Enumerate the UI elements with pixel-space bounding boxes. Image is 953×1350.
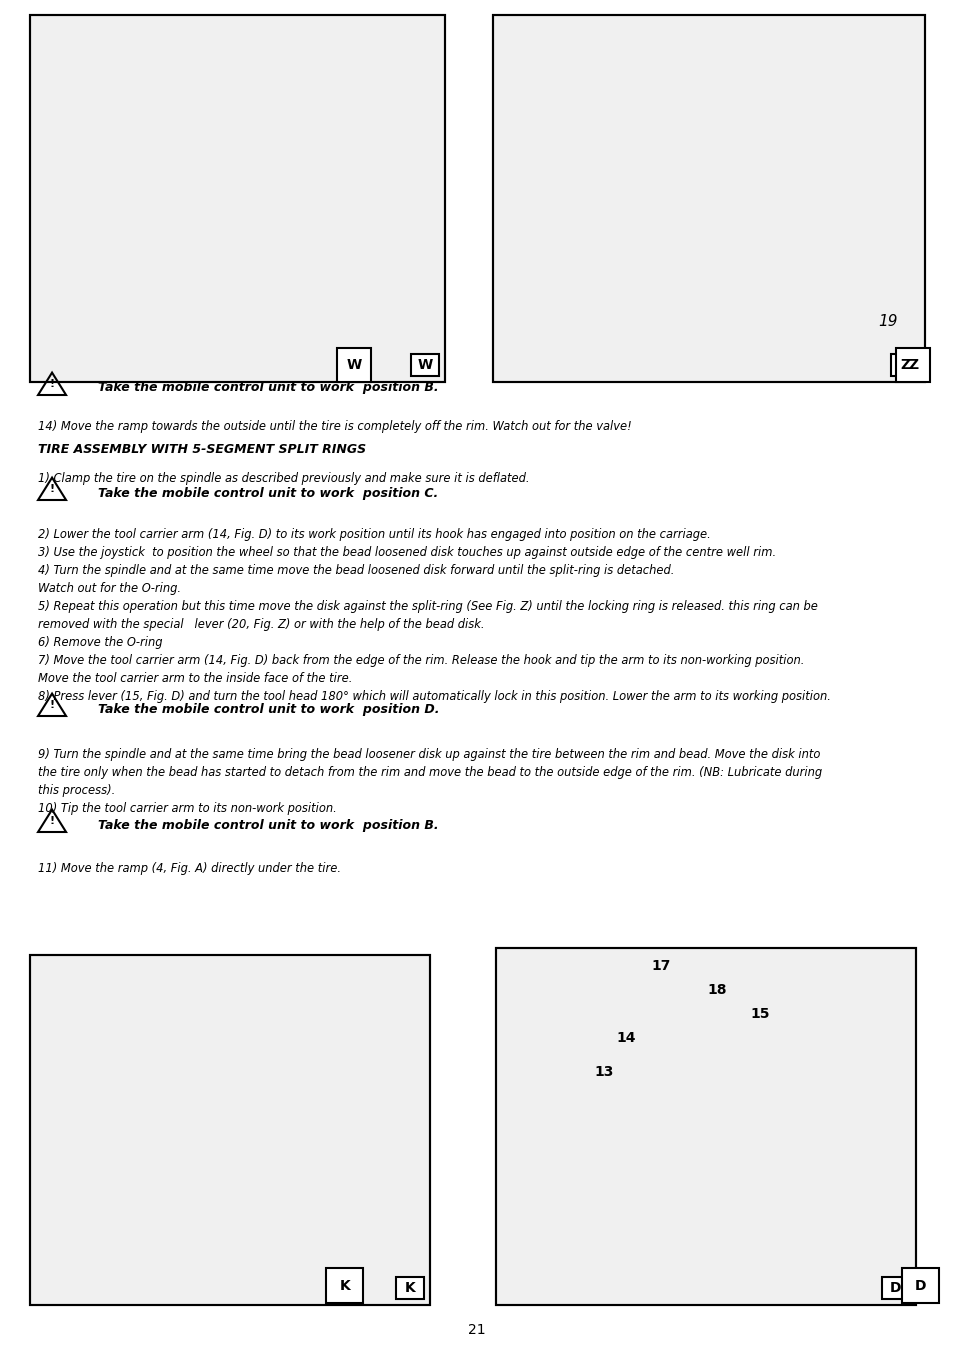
Text: TIRE ASSEMBLY WITH 5-SEGMENT SPLIT RINGS: TIRE ASSEMBLY WITH 5-SEGMENT SPLIT RINGS: [38, 443, 366, 456]
Text: W: W: [346, 358, 361, 373]
Text: Take the mobile control unit to work  position C.: Take the mobile control unit to work pos…: [98, 486, 437, 500]
Text: K: K: [339, 1278, 350, 1292]
Text: 7) Move the tool carrier arm (14, Fig. D) back from the edge of the rim. Release: 7) Move the tool carrier arm (14, Fig. D…: [38, 653, 803, 667]
Text: this process).: this process).: [38, 784, 115, 796]
Text: 14: 14: [616, 1031, 636, 1045]
Bar: [901, 1268, 938, 1303]
Text: Take the mobile control unit to work  position B.: Take the mobile control unit to work pos…: [98, 818, 438, 832]
Text: Z: Z: [899, 358, 909, 373]
Bar: [495, 948, 915, 1305]
Bar: [337, 348, 371, 382]
Bar: [411, 354, 439, 377]
Text: !: !: [50, 483, 54, 494]
Text: 8) Press lever (15, Fig. D) and turn the tool head 180° which will automatically: 8) Press lever (15, Fig. D) and turn the…: [38, 690, 830, 703]
Bar: [895, 348, 929, 382]
Text: Take the mobile control unit to work  position D.: Take the mobile control unit to work pos…: [98, 702, 439, 716]
Text: !: !: [50, 815, 54, 826]
Text: 17: 17: [651, 958, 670, 973]
Bar: [30, 954, 430, 1305]
Text: 3) Use the joystick  to position the wheel so that the bead loosened disk touche: 3) Use the joystick to position the whee…: [38, 545, 776, 559]
Text: 13: 13: [594, 1065, 614, 1079]
Bar: [30, 15, 445, 382]
Text: 4) Turn the spindle and at the same time move the bead loosened disk forward unt: 4) Turn the spindle and at the same time…: [38, 564, 674, 576]
Text: 6) Remove the O-ring: 6) Remove the O-ring: [38, 636, 162, 649]
Bar: [492, 15, 924, 382]
Bar: [492, 15, 924, 382]
Text: 5) Repeat this operation but this time move the disk against the split-ring (See: 5) Repeat this operation but this time m…: [38, 599, 817, 613]
Text: D: D: [914, 1278, 925, 1292]
Text: 18: 18: [707, 983, 726, 998]
Bar: [881, 1277, 909, 1299]
Text: 11) Move the ramp (4, Fig. A) directly under the tire.: 11) Move the ramp (4, Fig. A) directly u…: [38, 863, 340, 875]
Text: 1) Clamp the tire on the spindle as described previously and make sure it is def: 1) Clamp the tire on the spindle as desc…: [38, 472, 529, 485]
Text: 2) Lower the tool carrier arm (14, Fig. D) to its work position until its hook h: 2) Lower the tool carrier arm (14, Fig. …: [38, 528, 710, 541]
Text: Move the tool carrier arm to the inside face of the tire.: Move the tool carrier arm to the inside …: [38, 672, 352, 684]
Bar: [495, 948, 915, 1305]
Text: Watch out for the O-ring.: Watch out for the O-ring.: [38, 582, 181, 595]
Text: Z: Z: [907, 358, 917, 373]
Text: 19: 19: [877, 315, 897, 329]
Text: Take the mobile control unit to work  position B.: Take the mobile control unit to work pos…: [98, 382, 438, 394]
Bar: [396, 1277, 424, 1299]
Text: K: K: [405, 1281, 416, 1295]
Bar: [30, 954, 430, 1305]
Text: W: W: [417, 358, 433, 373]
Bar: [326, 1268, 363, 1303]
Text: 15: 15: [750, 1007, 769, 1021]
Text: 9) Turn the spindle and at the same time bring the bead loosener disk up against: 9) Turn the spindle and at the same time…: [38, 748, 820, 761]
Text: !: !: [50, 379, 54, 389]
Text: 21: 21: [468, 1323, 485, 1336]
Text: 14) Move the ramp towards the outside until the tire is completely off the rim. : 14) Move the ramp towards the outside un…: [38, 420, 631, 433]
Text: the tire only when the bead has started to detach from the rim and move the bead: the tire only when the bead has started …: [38, 765, 821, 779]
Bar: [890, 354, 918, 377]
Text: !: !: [50, 699, 54, 710]
Text: D: D: [889, 1281, 901, 1295]
Text: 10) Tip the tool carrier arm to its non-work position.: 10) Tip the tool carrier arm to its non-…: [38, 802, 336, 815]
Text: removed with the special   lever (20, Fig. Z) or with the help of the bead disk.: removed with the special lever (20, Fig.…: [38, 618, 484, 630]
Bar: [30, 15, 445, 382]
